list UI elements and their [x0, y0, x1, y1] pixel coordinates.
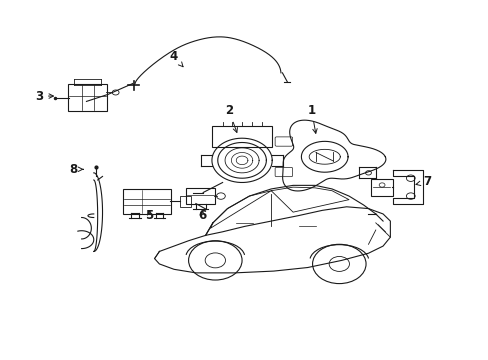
Text: 6: 6: [198, 209, 206, 222]
Text: 5: 5: [145, 209, 154, 222]
Text: 2: 2: [224, 104, 237, 132]
Text: 3: 3: [35, 90, 53, 103]
Text: 7: 7: [415, 175, 430, 188]
Text: 8: 8: [69, 163, 83, 176]
Text: 4: 4: [169, 50, 183, 67]
Text: 1: 1: [307, 104, 317, 133]
